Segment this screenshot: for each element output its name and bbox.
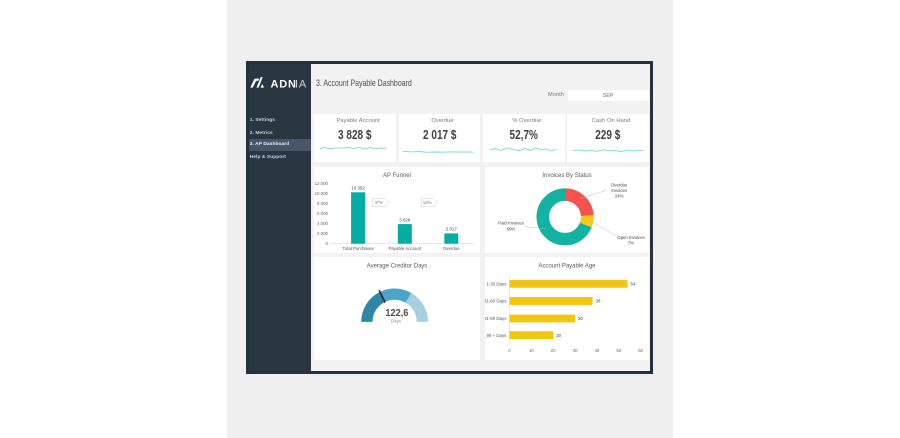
- svg-text:Average Creditor Days: Average Creditor Days: [367, 263, 428, 269]
- svg-text:Paid Invoices: Paid Invoices: [498, 220, 524, 225]
- svg-text:2 000: 2 000: [317, 231, 329, 236]
- svg-text:Invoices: Invoices: [611, 188, 627, 193]
- svg-text:53%: 53%: [423, 200, 432, 205]
- svg-text:6 000: 6 000: [317, 210, 329, 215]
- svg-text:12 000: 12 000: [314, 180, 328, 185]
- svg-text:Payable Account: Payable Account: [388, 246, 421, 251]
- svg-text:10: 10: [529, 348, 534, 353]
- svg-text:38: 38: [596, 298, 601, 303]
- svg-text:60: 60: [638, 348, 643, 353]
- svg-text:10 352: 10 352: [351, 185, 365, 190]
- svg-text:20: 20: [556, 332, 561, 337]
- svg-text:40: 40: [595, 348, 600, 353]
- svg-text:Invoices By Status: Invoices By Status: [542, 173, 591, 179]
- svg-text:10 000: 10 000: [314, 190, 328, 195]
- svg-text:24%: 24%: [615, 193, 624, 198]
- svg-text:ADN: ADN: [271, 78, 297, 90]
- svg-text:7%: 7%: [628, 240, 634, 245]
- svg-text:54: 54: [631, 281, 636, 286]
- svg-text:Overdue: Overdue: [443, 246, 460, 251]
- svg-text:0: 0: [508, 348, 511, 353]
- svg-text:Account Payable Age: Account Payable Age: [538, 263, 596, 269]
- svg-text:Open Invoices: Open Invoices: [617, 234, 644, 239]
- svg-text:2 017: 2 017: [446, 226, 458, 231]
- svg-text:30: 30: [578, 316, 583, 321]
- svg-text:122,6: 122,6: [385, 307, 408, 318]
- svg-text:37%: 37%: [374, 200, 383, 205]
- svg-text:1-30 Days: 1-30 Days: [486, 281, 507, 286]
- svg-text:20: 20: [551, 348, 556, 353]
- svg-text:0: 0: [325, 241, 328, 246]
- svg-text:30: 30: [573, 348, 578, 353]
- svg-text:3 828: 3 828: [399, 217, 411, 222]
- svg-text:Overdue: Overdue: [611, 182, 628, 187]
- svg-text:IA: IA: [295, 78, 307, 90]
- svg-text:31-60 Days: 31-60 Days: [485, 298, 507, 303]
- svg-text:4 000: 4 000: [317, 221, 329, 226]
- svg-text:61-90 Days: 61-90 Days: [485, 316, 507, 321]
- svg-text:8 000: 8 000: [317, 200, 329, 205]
- svg-text:AP Funnel: AP Funnel: [383, 173, 411, 179]
- svg-text:90 + Days: 90 + Days: [486, 332, 507, 337]
- svg-text:69%: 69%: [507, 226, 516, 231]
- svg-text:50: 50: [616, 348, 621, 353]
- svg-text:Days: Days: [391, 318, 402, 323]
- svg-text:Total Purchases: Total Purchases: [342, 246, 374, 251]
